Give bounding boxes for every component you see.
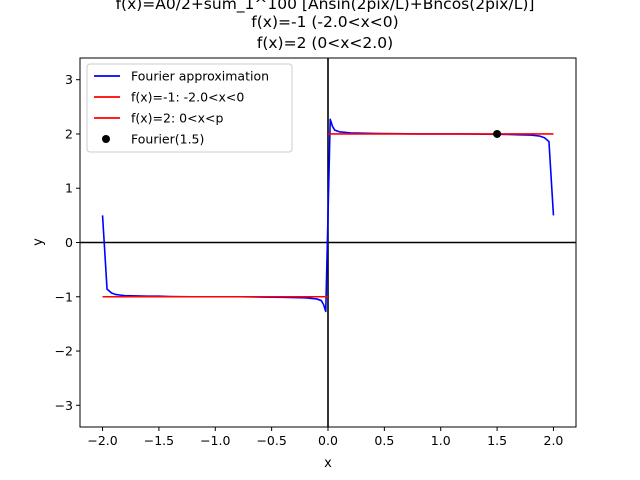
x-tick-label: 2.0	[544, 433, 564, 448]
y-tick-label: 0	[65, 235, 73, 250]
legend-marker-3	[102, 135, 110, 143]
x-tick-label: −0.5	[256, 433, 286, 448]
y-tick-label: −1	[55, 289, 73, 304]
y-tick-label: 2	[65, 126, 73, 141]
chart-title-line-3: f(x)=2 (0<x<2.0)	[257, 34, 393, 52]
y-tick-label: 3	[65, 72, 73, 87]
x-tick-label: 1.0	[431, 433, 451, 448]
x-tick-label: −2.0	[87, 433, 117, 448]
axes-frame	[79, 57, 577, 428]
legend: Fourier approximation f(x)=-1: -2.0<x<0 f(…	[86, 63, 293, 153]
series-point-3-0	[493, 129, 502, 138]
x-tick-label: 0.0	[318, 433, 338, 448]
x-tick-label: 1.5	[487, 433, 507, 448]
x-tick-label: −1.5	[144, 433, 174, 448]
axis-ticks: −2.0 −1.5 −1.0 −0.5 0.0 0.5 1.0 1.5 2.0 −3 −2 −1 0 1 2…	[55, 72, 564, 448]
legend-label-3: Fourier(1.5)	[131, 132, 204, 147]
x-tick-label: 0.5	[374, 433, 394, 448]
x-axis-label: x	[324, 456, 332, 471]
legend-label-0: Fourier approximation	[131, 69, 269, 84]
legend-label-1: f(x)=-1: -2.0<x<0	[131, 90, 244, 105]
y-tick-label: −3	[55, 398, 73, 413]
chart-title-line-2: f(x)=-1 (-2.0<x<0)	[251, 13, 398, 31]
legend-label-2: f(x)=2: 0<x<p	[131, 111, 223, 126]
y-tick-label: 1	[65, 181, 73, 196]
plot-area	[80, 58, 576, 427]
chart-title-line-1: f(x)=A0/2+sum_1^100 [Ansin(2pix/L)+Bncos…	[116, 0, 535, 14]
x-tick-label: −1.0	[200, 433, 230, 448]
chart-title: f(x)=A0/2+sum_1^100 [Ansin(2pix/L)+Bncos…	[116, 0, 535, 52]
y-axis-label: y	[31, 238, 46, 246]
legend-box	[86, 63, 293, 153]
y-tick-label: −2	[55, 344, 73, 359]
